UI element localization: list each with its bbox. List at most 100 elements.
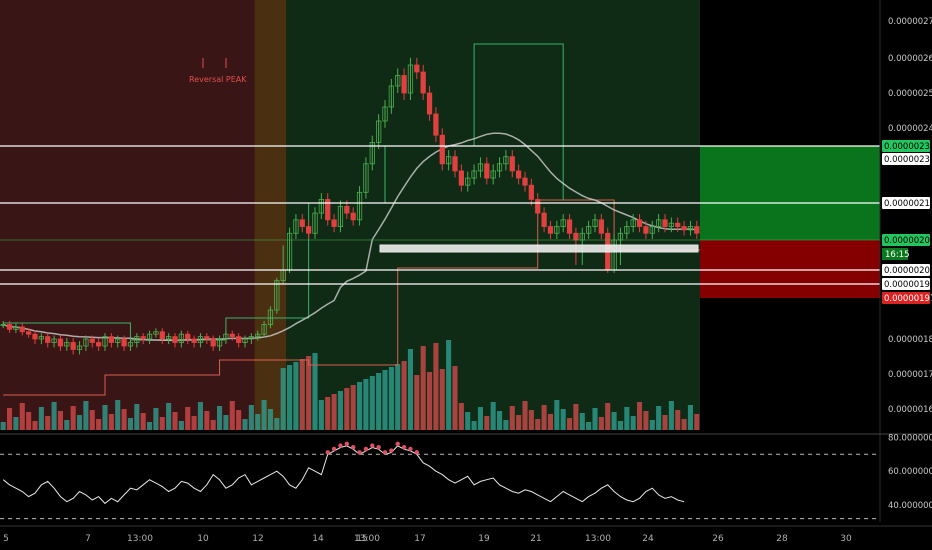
candle-body <box>509 156 515 172</box>
overbought-marker <box>370 443 375 448</box>
candle-body <box>0 324 6 326</box>
candle-body <box>140 336 146 340</box>
volume-bar <box>318 400 324 430</box>
candle-body <box>382 106 388 122</box>
candle-body <box>96 342 102 347</box>
overbought-marker <box>408 446 413 452</box>
candle-body <box>643 226 649 234</box>
volume-bar <box>675 410 681 430</box>
volume-bar <box>458 403 464 430</box>
time-tick-label: 13:00 <box>127 534 153 544</box>
time-tick-label: 15 <box>356 534 367 544</box>
time-tick-label: 28 <box>776 534 788 544</box>
volume-bar <box>656 406 662 430</box>
candle-body <box>452 156 458 172</box>
candle-body <box>83 338 89 347</box>
candle-body <box>694 226 700 234</box>
channel-lower-line <box>3 199 704 396</box>
candle-body <box>490 170 496 179</box>
candle-body <box>191 338 197 343</box>
volume-bar <box>401 361 407 430</box>
volume-bar <box>497 411 503 430</box>
volume-bar <box>153 408 159 430</box>
time-tick-label: 21 <box>530 534 541 544</box>
volume-bar <box>293 362 299 430</box>
volume-bar <box>325 397 331 430</box>
time-axis: 5 7 13:00 10 12 14 13:00 17 19 21 13:00 24 26 28 30 15 <box>0 525 932 544</box>
oscillator-line <box>2 445 685 505</box>
candle-body <box>121 338 127 347</box>
time-tick-label: 26 <box>712 534 724 544</box>
volume-bar <box>127 418 133 430</box>
time-tick-label: 10 <box>197 534 209 544</box>
candle-body <box>630 219 636 227</box>
overbought-marker <box>401 445 407 450</box>
overbought-marker <box>350 445 356 450</box>
candle-body <box>376 120 382 143</box>
candle-body <box>535 199 541 214</box>
candle-body <box>541 212 547 227</box>
candle-body <box>414 64 420 73</box>
volume-bar <box>427 372 433 430</box>
volume-bar <box>45 416 51 430</box>
candle-body <box>560 219 566 227</box>
candle-body <box>248 336 254 340</box>
candle-body <box>242 338 248 343</box>
time-tick-label: 5 <box>3 534 9 544</box>
price-level-label: 0.00000219 <box>884 199 932 209</box>
candle-body <box>388 85 394 108</box>
candle-body <box>306 226 312 234</box>
candle-body <box>477 163 484 172</box>
candle-body <box>586 226 592 234</box>
candle-body <box>45 336 51 343</box>
volume-bar <box>197 402 203 430</box>
volume-bar <box>191 416 197 430</box>
candle-body <box>89 338 95 343</box>
time-tick-label: 30 <box>840 534 852 544</box>
candle-body <box>261 324 267 335</box>
candle-body <box>51 338 57 343</box>
overbought-marker <box>376 445 381 450</box>
volume-bar <box>64 420 70 430</box>
candle-body <box>172 336 178 343</box>
volume-bar <box>624 407 630 430</box>
volume-bar <box>236 410 242 430</box>
candle-body <box>6 324 13 330</box>
volume-bar <box>217 406 223 430</box>
candle-body <box>554 226 560 234</box>
volume-bar <box>535 419 541 430</box>
volume-bar <box>229 401 235 430</box>
overbought-marker <box>344 441 350 447</box>
volume-bar <box>312 353 318 430</box>
volume-bar <box>32 421 38 430</box>
candle-body <box>350 212 356 221</box>
volume-bar <box>567 418 573 430</box>
volume-bar <box>407 349 413 430</box>
volume-bar <box>178 421 184 430</box>
candle-body <box>401 75 407 94</box>
candle-body <box>522 177 528 186</box>
price-level-badge <box>882 234 930 246</box>
price-level-badge <box>882 197 930 209</box>
volume-bar <box>490 402 496 430</box>
overbought-marker <box>414 450 420 455</box>
candle-body <box>675 222 681 227</box>
volume-bar <box>586 422 592 430</box>
volume-bar <box>287 365 293 430</box>
price-level-badge <box>882 278 930 290</box>
candle-body <box>134 336 140 343</box>
volume-bar <box>57 411 63 430</box>
candle-body <box>13 326 19 330</box>
volume-bar <box>51 402 57 430</box>
volume-bar <box>159 417 165 430</box>
candle-body <box>656 219 662 227</box>
volume-bar <box>433 343 439 430</box>
candle-body <box>318 199 324 214</box>
candle-body <box>216 338 223 347</box>
volume-bar <box>248 405 254 430</box>
